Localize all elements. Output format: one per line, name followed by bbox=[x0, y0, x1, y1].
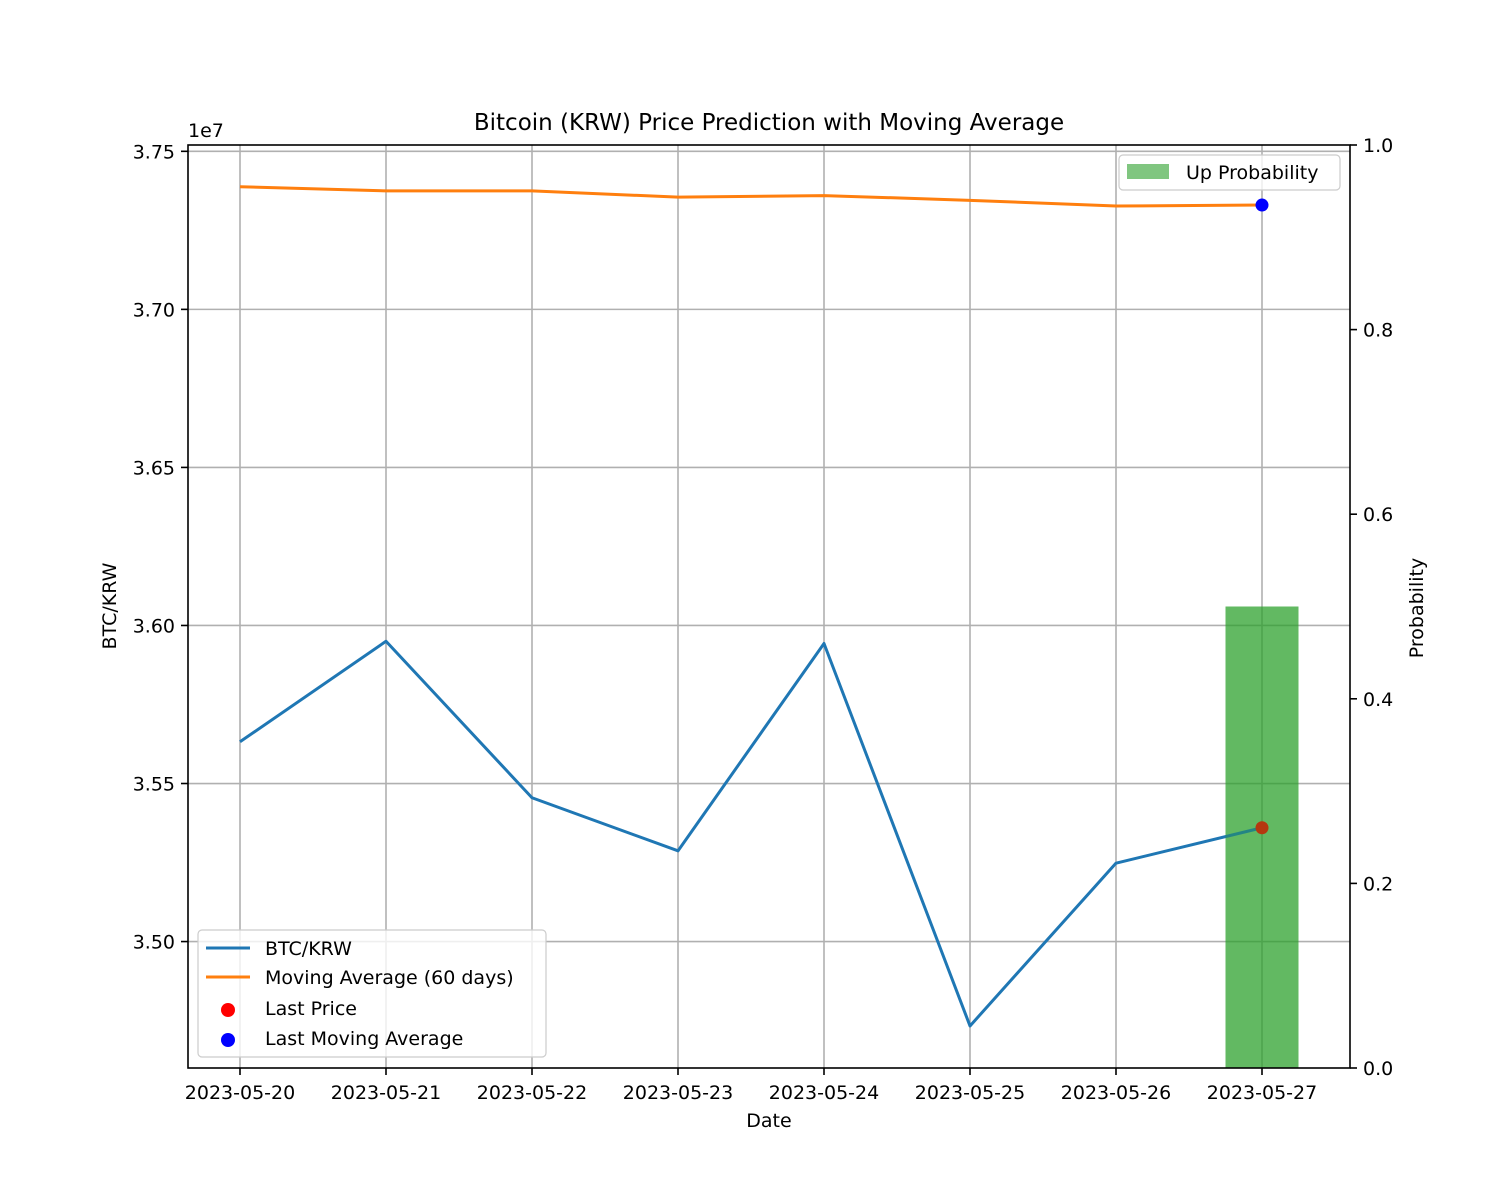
legend-marker-swatch bbox=[221, 1003, 235, 1017]
legend-secondary: Up Probability bbox=[1118, 154, 1341, 191]
legend-bar-swatch bbox=[1127, 164, 1169, 179]
y-tick-label: 3.70 bbox=[133, 299, 175, 321]
y2-tick-label: 0.0 bbox=[1363, 1058, 1393, 1080]
y-axis-offset-label: 1e7 bbox=[188, 120, 224, 142]
last-price-point bbox=[1255, 821, 1269, 835]
legend-entry-label: Last Moving Average bbox=[265, 1028, 463, 1050]
y2-tick-label: 0.2 bbox=[1363, 873, 1393, 895]
axes: 2023-05-20 2023-05-21 2023-05-22 2023-05-23… bbox=[133, 135, 1394, 1104]
y-tick-label: 3.55 bbox=[133, 774, 175, 796]
x-tick-label: 2023-05-20 bbox=[185, 1082, 295, 1104]
marker-points bbox=[1225, 198, 1299, 1068]
moving-average-line bbox=[239, 185, 1263, 208]
y-tick-label: 3.50 bbox=[133, 932, 175, 954]
plot-frame bbox=[187, 144, 1351, 1069]
y2-tick-label: 0.6 bbox=[1363, 504, 1393, 526]
x-tick-label: 2023-05-27 bbox=[1207, 1082, 1317, 1104]
legend-entry-label: Last Price bbox=[265, 998, 357, 1020]
y2-tick-label: 1.0 bbox=[1363, 135, 1393, 157]
probability-bars bbox=[1225, 606, 1299, 1068]
y2-axis-label: Probability bbox=[1406, 558, 1428, 658]
series-lines bbox=[239, 185, 1263, 1028]
last-moving-average-point bbox=[1255, 198, 1269, 212]
x-tick-label: 2023-05-26 bbox=[1061, 1082, 1171, 1104]
x-tick-label: 2023-05-23 bbox=[623, 1082, 733, 1104]
x-axis-label: Date bbox=[746, 1110, 791, 1132]
y2-tick-label: 0.4 bbox=[1363, 689, 1393, 711]
legend-entry-label: BTC/KRW bbox=[265, 938, 352, 960]
y-axis-label: BTC/KRW bbox=[99, 562, 121, 649]
y-tick-label: 3.65 bbox=[133, 457, 175, 479]
y-tick-label: 3.60 bbox=[133, 615, 175, 637]
legend-entry-label: Up Probability bbox=[1186, 162, 1318, 184]
probability-bar bbox=[1225, 606, 1299, 1068]
y-tick-label: 3.75 bbox=[133, 141, 175, 163]
x-tick-label: 2023-05-24 bbox=[769, 1082, 879, 1104]
legend-secondary-box bbox=[1118, 154, 1341, 191]
legend-marker-swatch bbox=[221, 1033, 235, 1047]
y2-tick-label: 0.8 bbox=[1363, 320, 1393, 342]
x-tick-label: 2023-05-22 bbox=[477, 1082, 587, 1104]
legend-main: BTC/KRW Moving Average (60 days) Last Pric… bbox=[197, 929, 547, 1058]
chart-title: Bitcoin (KRW) Price Prediction with Movi… bbox=[474, 110, 1064, 136]
legend-main-box bbox=[197, 929, 547, 1058]
legend-entry-label: Moving Average (60 days) bbox=[265, 967, 514, 989]
probability-bar-overlay bbox=[1225, 606, 1299, 1068]
x-tick-label: 2023-05-25 bbox=[915, 1082, 1025, 1104]
x-tick-label: 2023-05-21 bbox=[331, 1082, 441, 1104]
btc-price-line bbox=[239, 639, 1263, 1028]
